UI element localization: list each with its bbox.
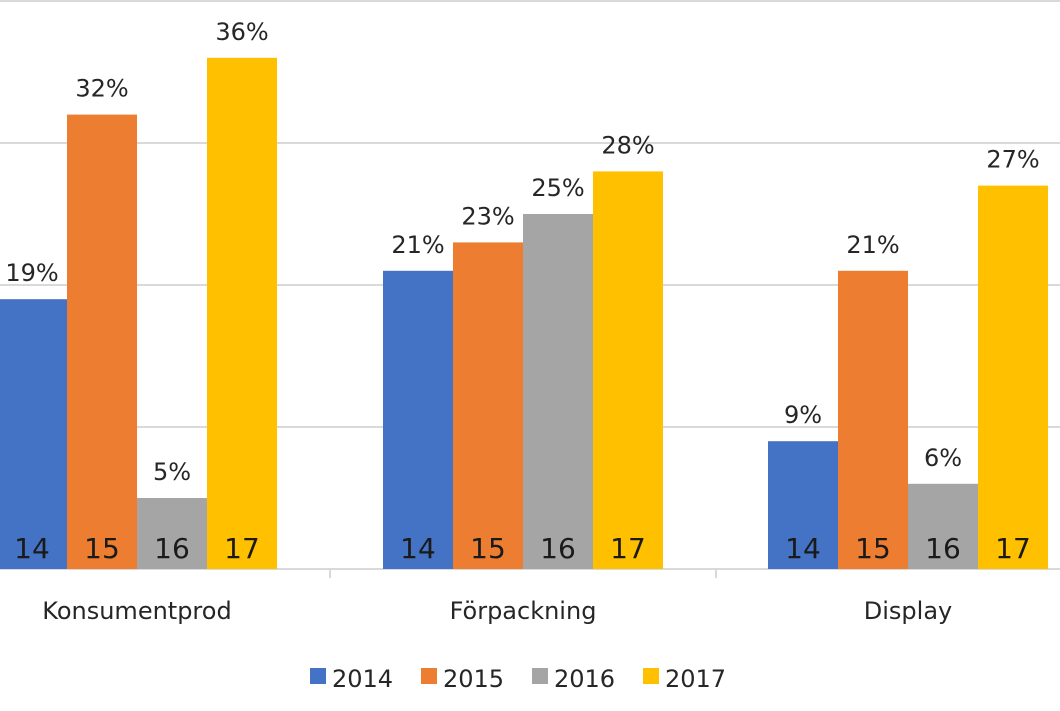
legend-item-2014: 2014 <box>310 665 393 693</box>
bar-year-label-2016-0: 16 <box>154 532 190 565</box>
bar-year-label-2014-2: 14 <box>785 532 821 565</box>
bar-year-label-2014-1: 14 <box>400 532 436 565</box>
data-label-2014-0: 19% <box>5 259 58 287</box>
bar-2015-0 <box>67 114 137 569</box>
bar-2016-0 <box>137 498 207 569</box>
legend-label-2016: 2016 <box>554 665 615 693</box>
bar-2016-1 <box>523 214 593 569</box>
bar-year-label-2016-2: 16 <box>925 532 961 565</box>
data-label-2015-0: 32% <box>75 75 128 103</box>
bar-2015-1 <box>453 242 523 569</box>
bars: 19% 14 32% 15 5% 16 36% 17 21% 14 23% 15 25% 16 28% 17 9… <box>0 18 1048 570</box>
data-label-2016-2: 6% <box>924 444 962 472</box>
legend-label-2017: 2017 <box>665 665 726 693</box>
bar-year-label-2015-1: 15 <box>470 532 506 565</box>
bar-year-label-2017-2: 17 <box>995 532 1031 565</box>
category-label-1: Förpackning <box>450 597 597 625</box>
legend-swatch-2016 <box>532 668 548 684</box>
data-label-2017-1: 28% <box>601 131 654 159</box>
data-label-2016-0: 5% <box>153 458 191 486</box>
data-label-2017-0: 36% <box>215 18 268 46</box>
bar-year-label-2014-0: 14 <box>14 532 50 565</box>
data-label-2017-2: 27% <box>986 146 1039 174</box>
category-label-0: Konsumentprod <box>42 597 231 625</box>
bar-year-label-2015-0: 15 <box>84 532 120 565</box>
bar-2016-2 <box>908 483 978 569</box>
bar-year-label-2017-1: 17 <box>610 532 646 565</box>
data-label-2015-2: 21% <box>846 231 899 259</box>
legend-swatch-2017 <box>643 668 659 684</box>
bar-2014-0 <box>0 299 67 569</box>
category-labels: Konsumentprod Förpackning Display <box>42 597 952 625</box>
bar-2015-2 <box>838 270 908 569</box>
bar-year-label-2017-0: 17 <box>224 532 260 565</box>
bar-2014-2 <box>768 441 838 569</box>
legend-swatch-2014 <box>310 668 326 684</box>
bar-2017-2 <box>978 185 1048 569</box>
legend: 2014 2015 2016 2017 <box>310 665 726 693</box>
x-axis <box>329 569 717 578</box>
data-label-2014-1: 21% <box>391 231 444 259</box>
bar-2017-1 <box>593 171 663 569</box>
category-label-2: Display <box>864 597 952 625</box>
legend-item-2016: 2016 <box>532 665 615 693</box>
data-label-2014-2: 9% <box>784 401 822 429</box>
data-label-2015-1: 23% <box>461 202 514 230</box>
bar-2017-0 <box>207 57 277 570</box>
legend-swatch-2015 <box>421 668 437 684</box>
bar-2014-1 <box>383 270 453 569</box>
legend-item-2017: 2017 <box>643 665 726 693</box>
bar-year-label-2015-2: 15 <box>855 532 891 565</box>
bar-year-label-2016-1: 16 <box>540 532 576 565</box>
data-label-2016-1: 25% <box>531 174 584 202</box>
legend-label-2014: 2014 <box>332 665 393 693</box>
legend-label-2015: 2015 <box>443 665 504 693</box>
legend-item-2015: 2015 <box>421 665 504 693</box>
